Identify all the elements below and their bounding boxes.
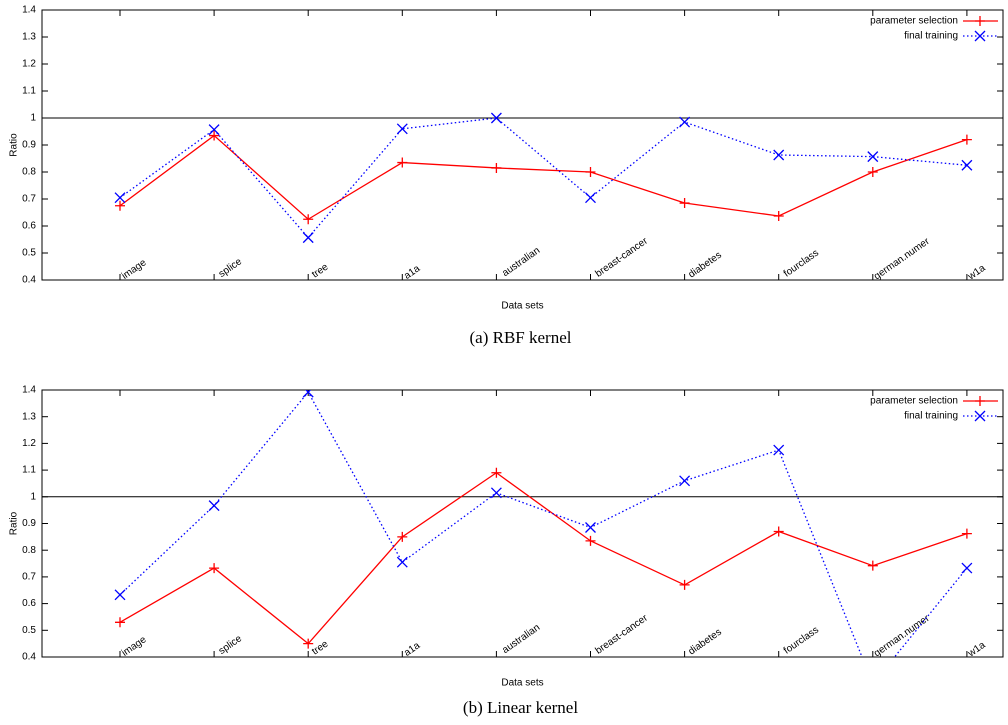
plot-area	[114, 390, 986, 689]
y-tick-label: 1	[30, 113, 36, 124]
point	[490, 112, 502, 124]
y-tick-label: 0.6	[22, 598, 36, 609]
y-tick-label: 0.5	[22, 625, 36, 636]
y-axis-label: Ratio	[9, 133, 20, 157]
x-tick-label: tree	[310, 638, 331, 657]
point	[961, 528, 972, 539]
point	[961, 562, 973, 574]
point	[302, 390, 314, 398]
x-tick-label: image	[120, 634, 149, 659]
caption: (b) Linear kernel	[463, 698, 578, 717]
y-tick-label: 1.2	[22, 59, 36, 70]
x-tick-label: a1a	[402, 263, 422, 282]
y-tick-label: 0.5	[22, 248, 36, 259]
caption: (a) RBF kernel	[470, 328, 572, 347]
x-tick-label: splice	[217, 256, 245, 280]
point	[396, 556, 408, 568]
y-tick-label: 1.4	[22, 5, 36, 16]
point	[773, 211, 784, 222]
point	[867, 151, 879, 163]
point	[679, 198, 690, 209]
x-tick-label: image	[120, 257, 149, 282]
series-line	[119, 471, 968, 645]
point	[585, 535, 596, 546]
series-line	[119, 134, 968, 221]
point	[585, 192, 596, 204]
x-tick-label: fourclass	[782, 625, 821, 657]
x-axis-label: Data sets	[501, 678, 543, 689]
point	[115, 200, 125, 211]
point	[679, 116, 691, 128]
y-tick-label: 0.4	[22, 652, 36, 663]
series-line	[119, 117, 967, 239]
point	[491, 162, 502, 173]
x-tick-label: german.numer	[872, 613, 932, 660]
point	[961, 134, 972, 145]
point	[114, 589, 126, 601]
x-axis-label: Data sets	[501, 301, 543, 312]
point	[773, 526, 784, 537]
y-tick-label: 1.1	[22, 465, 36, 476]
x-tick-label: breast-cancer	[594, 235, 651, 279]
x-tick-label: german.numer	[872, 236, 932, 283]
y-tick-label: 0.7	[22, 194, 36, 205]
point	[961, 159, 973, 171]
y-tick-label: 1.2	[22, 438, 36, 449]
x-tick-label: fourclass	[782, 248, 821, 280]
y-tick-label: 0.7	[22, 572, 36, 583]
x-tick-label: breast-cancer	[594, 612, 651, 656]
point	[303, 214, 314, 225]
x-tick-label: a1a	[402, 640, 422, 659]
point	[679, 579, 690, 590]
plot-frame	[41, 9, 1004, 281]
x-tick-label: australian	[500, 622, 542, 656]
x-tick-label: splice	[217, 633, 245, 657]
y-tick-label: 0.8	[22, 167, 36, 178]
y-tick-label: 0.9	[22, 518, 36, 529]
plot-frame	[41, 389, 1004, 658]
y-tick-label: 0.6	[22, 221, 36, 232]
legend-label: final training	[904, 31, 958, 42]
y-axis-label: Ratio	[9, 511, 20, 535]
y-tick-label: 1.3	[22, 32, 36, 43]
x-tick-label: diabetes	[687, 627, 724, 658]
point	[491, 467, 502, 478]
point	[209, 130, 220, 141]
point	[209, 563, 220, 574]
y-tick-label: 1.3	[22, 411, 36, 422]
point	[867, 560, 878, 571]
x-tick-label: tree	[310, 261, 331, 280]
point	[867, 167, 878, 177]
plot-area	[114, 16, 986, 244]
point	[302, 232, 314, 244]
point	[208, 500, 220, 512]
point	[679, 475, 691, 487]
x-tick-label: australian	[500, 245, 542, 279]
series-line	[119, 390, 968, 657]
legend-label: final training	[904, 411, 958, 422]
y-tick-label: 0.4	[22, 275, 36, 286]
point	[114, 192, 126, 204]
y-tick-label: 0.8	[22, 545, 36, 556]
point	[208, 124, 220, 136]
point	[585, 167, 596, 177]
point	[585, 522, 596, 533]
y-tick-label: 1.1	[22, 86, 36, 97]
point	[490, 487, 502, 499]
point	[303, 638, 314, 649]
legend-label: parameter selection	[870, 16, 958, 27]
point	[115, 617, 125, 628]
legend-label: parameter selection	[870, 396, 958, 407]
y-tick-label: 0.9	[22, 140, 36, 151]
point	[397, 157, 408, 168]
y-tick-label: 1	[30, 491, 36, 502]
y-tick-label: 1.4	[22, 385, 36, 396]
point	[396, 123, 408, 135]
point	[397, 531, 408, 542]
point	[868, 679, 878, 689]
point	[773, 444, 785, 456]
point	[773, 149, 785, 161]
x-tick-label: diabetes	[687, 250, 724, 281]
